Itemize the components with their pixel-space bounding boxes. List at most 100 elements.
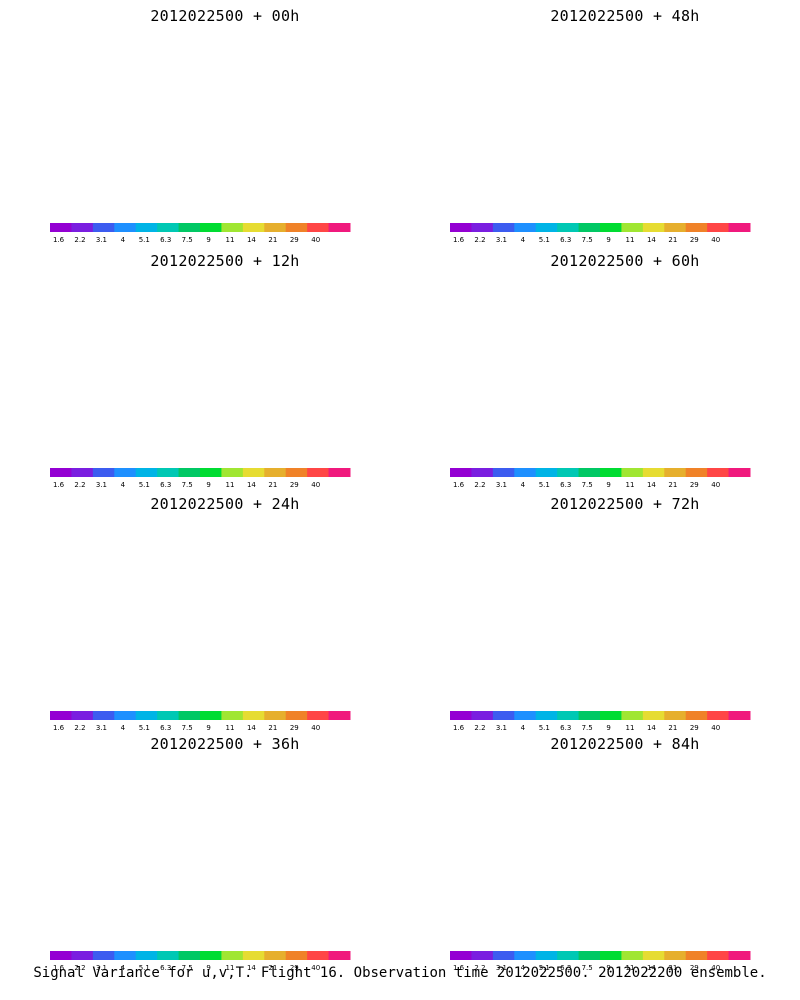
contour-level [121,572,279,653]
contour-level [135,577,270,647]
contour-level [142,820,263,883]
coastline [130,52,330,182]
contour-level [520,570,689,656]
colorbar-label: 7.5 [582,481,593,489]
panel-title: 2012022500 + 36h [150,735,300,753]
colorbar-swatch [114,223,137,232]
colorbar-swatch [178,951,201,960]
colorbar-label: 2.2 [74,964,85,972]
colorbar-swatch [328,223,351,232]
colorbar-label: 29 [290,724,299,732]
colorbar-swatch [492,223,515,232]
colorbar-label: 4 [521,481,526,489]
contour-level [545,817,675,884]
contour-level [434,540,751,695]
colorbar-swatch [135,468,158,477]
colorbar-swatch [514,951,537,960]
variance-map [410,277,760,452]
variance-map [410,32,760,207]
contour-level [434,297,751,452]
contour-level [593,833,641,861]
variance-map [410,760,760,935]
colorbar-swatch [707,223,730,232]
colorbar-swatch [92,468,115,477]
colorbar-swatch [285,223,308,232]
variance-map [10,277,360,452]
colorbar-swatch [578,223,601,232]
colorbar-swatch [535,223,558,232]
colorbar-label: 2.2 [474,236,485,244]
contour-level [520,82,689,168]
contour-level [84,317,281,419]
colorbar-label: 7.5 [182,724,193,732]
colorbar-swatch [578,468,601,477]
colorbar-swatch [642,223,665,232]
colorbar-swatch [114,711,137,720]
contour-level [577,828,653,869]
coastline [530,780,730,910]
contour-level [163,585,252,633]
colorbar-swatch [92,951,115,960]
colorbar-swatch [71,951,94,960]
contour-level [451,58,738,201]
colorbar-label: 6.3 [560,236,571,244]
colorbar-label: 9 [206,236,210,244]
colorbar-label: 9 [206,481,210,489]
colorbar-swatch [535,711,558,720]
contour-level [87,73,279,173]
colorbar-label: 7.5 [182,481,193,489]
colorbar-label: 5.1 [539,724,550,732]
contour-level [146,336,245,389]
colorbar-swatch [685,951,708,960]
colorbar-label: 14 [647,481,656,489]
coastline [130,780,330,910]
colorbar-swatch [450,951,472,960]
colorbar-label: 21 [268,481,277,489]
colorbar-swatch [242,223,265,232]
panel-title: 2012022500 + 48h [550,7,700,25]
colorbar-swatch [664,951,687,960]
colorbar-label: 7.5 [582,964,593,972]
coastline [530,52,730,182]
variance-map [410,520,760,695]
colorbar-label: 1.6 [453,481,465,489]
colorbar-swatch [707,468,730,477]
colorbar-label: 29 [290,236,299,244]
contour-level [561,822,664,876]
colorbar-label: 40 [311,964,320,972]
panel-title: 2012022500 + 00h [150,7,300,25]
colorbar-swatch [221,468,244,477]
contour-level [513,806,697,899]
colorbar-swatch [307,951,330,960]
contour-level [60,65,295,186]
colorbar-label: 5.1 [539,481,550,489]
colorbar-swatch [450,468,472,477]
contour-level [158,339,237,382]
contour-level [589,350,640,379]
contour-level [183,347,223,371]
contour-level [486,70,714,185]
colorbar-swatch [492,951,515,960]
colorbar-label: 9 [606,724,610,732]
colorbar-swatch [50,468,72,477]
colorbar: 1.6 2.2 3.1 4 5.1 6.3 7.5 9 11 14 21 29 40 [50,711,351,732]
colorbar-label: 1.6 [453,724,465,732]
colorbar-label: 9 [606,236,610,244]
colorbar-swatch [157,951,180,960]
contour-level [469,552,727,681]
colorbar-label: 11 [226,481,235,489]
contour-level [126,86,253,154]
contour-level [503,321,702,422]
colorbar-swatch [664,711,687,720]
colorbar-swatch [728,711,751,720]
colorbar-label: 11 [626,964,635,972]
colorbar-swatch [157,223,180,232]
contour-level [47,306,303,438]
contour-level [100,78,270,167]
contour-level [121,328,259,401]
colorbar-swatch [328,468,351,477]
contour-level [191,594,235,619]
colorbar-label: 9 [206,724,210,732]
colorbar-swatch [450,223,472,232]
contour-level [451,303,738,446]
